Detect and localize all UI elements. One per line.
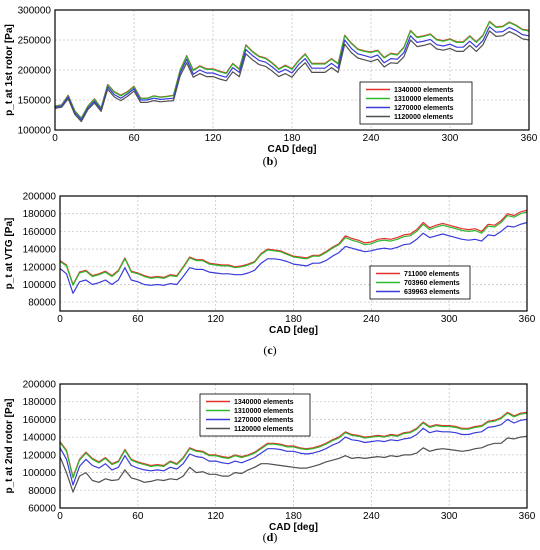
y-axis-label: p_t at 1st rotor [Pa] [4, 24, 15, 116]
legend-entry-4: 1120000 elements [394, 114, 453, 121]
legend-entry-4: 1120000 elements [234, 426, 293, 433]
x-tick-label: 120 [207, 314, 224, 325]
chart-panel-3: 0 60 120 180 240 300 360 60000 80000 100000 120000… [4, 380, 536, 545]
series-line-1 [59, 411, 528, 478]
x-tick-label: 360 [519, 511, 536, 522]
x-tick-label: 120 [207, 511, 224, 522]
y-tick-label: 180000 [23, 209, 57, 220]
x-tick-label: 0 [57, 314, 63, 325]
y-tick-label: 160000 [23, 227, 57, 238]
y-tick-label: 60000 [28, 504, 56, 515]
y-tick-label: 200000 [23, 192, 57, 203]
legend-entry-2: 1310000 elements [394, 96, 454, 103]
panel-caption: (b) [263, 154, 278, 168]
legend: 1340000 elements 1310000 elements 1270000 … [359, 81, 473, 125]
y-tick-label: 200000 [23, 380, 57, 391]
y-tick-label: 120000 [23, 450, 57, 461]
x-tick-label: 60 [132, 511, 144, 522]
chart-panel-2: 0 60 120 180 240 300 360 80000 100000 120000 14000… [4, 192, 536, 358]
legend-entry-3: 1270000 elements [234, 417, 294, 424]
y-tick-label: 120000 [23, 262, 57, 273]
series-line-1 [59, 209, 528, 286]
y-tick-label: 160000 [23, 415, 57, 426]
chart-panel-1: 0 60 120 180 240 300 360 100000 150000 200000 2500… [4, 6, 538, 169]
panel-caption: (d) [263, 530, 278, 544]
legend: 711000 elements 703960 elements 639963 ele… [369, 265, 471, 300]
legend-entry-3: 639963 elements [404, 289, 460, 296]
series-line-4 [54, 30, 530, 123]
series-line-4 [59, 435, 528, 493]
series-line-3 [54, 26, 530, 121]
panel-caption: (c) [263, 343, 276, 357]
y-tick-label: 300000 [18, 6, 52, 17]
x-tick-label: 180 [284, 133, 301, 144]
x-tick-label: 60 [128, 133, 140, 144]
x-axis-label: CAD [deg] [268, 144, 317, 155]
x-tick-label: 240 [363, 133, 380, 144]
x-tick-label: 180 [285, 314, 302, 325]
series-line-2 [59, 412, 528, 479]
y-tick-label: 150000 [18, 96, 52, 107]
x-tick-label: 60 [132, 314, 144, 325]
legend-entry-2: 1310000 elements [234, 408, 294, 415]
y-tick-label: 100000 [23, 468, 57, 479]
x-tick-label: 360 [521, 133, 538, 144]
y-tick-label: 200000 [18, 66, 52, 77]
legend-entry-2: 703960 elements [404, 280, 460, 287]
x-tick-label: 0 [57, 511, 63, 522]
legend-entry-1: 1340000 elements [234, 399, 294, 406]
series-line-3 [59, 418, 528, 486]
series-line-3 [59, 221, 528, 294]
x-tick-label: 120 [205, 133, 222, 144]
plot-frame [59, 195, 528, 312]
legend-entry-3: 1270000 elements [394, 105, 454, 112]
y-tick-label: 80000 [28, 486, 56, 497]
legend: 1340000 elements 1310000 elements 1270000 … [199, 393, 311, 437]
x-tick-label: 0 [52, 133, 58, 144]
x-tick-label: 360 [519, 314, 536, 325]
x-axis-label: CAD [deg] [269, 522, 318, 533]
series-line-2 [54, 21, 530, 119]
x-tick-label: 300 [442, 133, 459, 144]
x-tick-label: 240 [363, 511, 380, 522]
x-tick-label: 300 [441, 511, 458, 522]
y-tick-label: 100000 [18, 126, 52, 137]
y-tick-label: 100000 [23, 280, 57, 291]
series-line-2 [59, 211, 528, 286]
y-tick-label: 80000 [28, 298, 56, 309]
y-tick-label: 140000 [23, 245, 57, 256]
legend-entry-1: 711000 elements [404, 271, 459, 278]
plot-frame [54, 9, 530, 131]
y-axis-label: p_t at VTG [Pa] [4, 218, 15, 290]
y-tick-label: 250000 [18, 36, 52, 47]
y-tick-label: 140000 [23, 433, 57, 444]
x-axis-label: CAD [deg] [269, 325, 318, 336]
x-tick-label: 300 [441, 314, 458, 325]
x-tick-label: 180 [285, 511, 302, 522]
plot-frame [59, 383, 528, 509]
y-tick-label: 180000 [23, 397, 57, 408]
x-tick-label: 240 [363, 314, 380, 325]
y-axis-label: p_t at 2nd rotor [Pa] [4, 398, 15, 493]
legend-entry-1: 1340000 elements [394, 87, 454, 94]
